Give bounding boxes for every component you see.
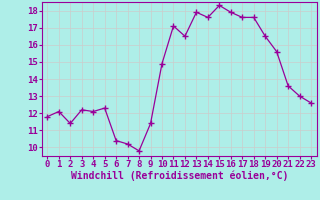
X-axis label: Windchill (Refroidissement éolien,°C): Windchill (Refroidissement éolien,°C) — [70, 171, 288, 181]
